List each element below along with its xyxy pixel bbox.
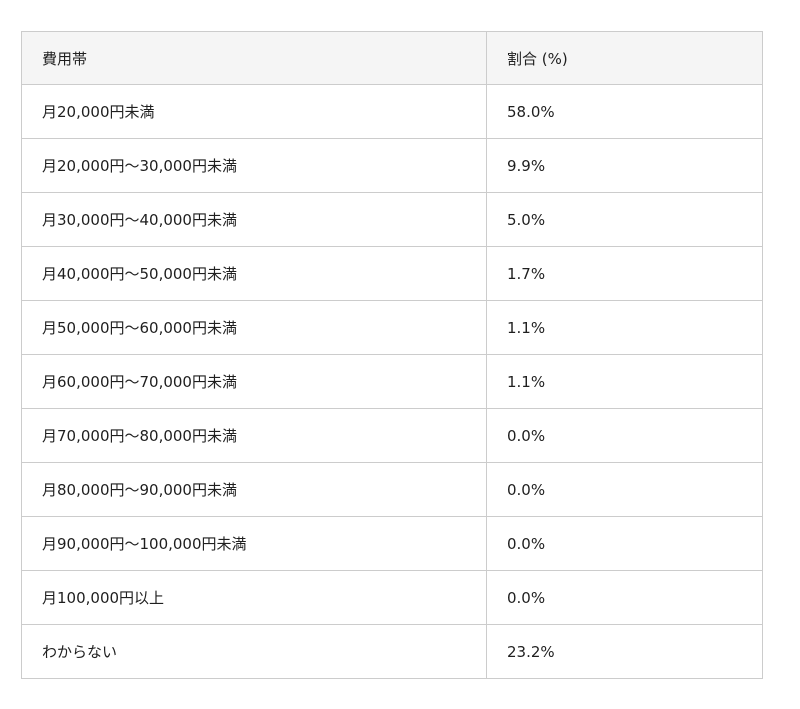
table-row: 月20,000円未満 58.0%: [21, 84, 763, 139]
cost-band-cell: 月60,000円〜70,000円未満: [21, 354, 487, 409]
percentage-cell: 0.0%: [486, 408, 763, 463]
cost-band-cell: 月80,000円〜90,000円未満: [21, 462, 487, 517]
table-row: 月100,000円以上 0.0%: [21, 570, 763, 625]
column-header-percentage: 割合 (%): [486, 31, 763, 85]
column-header-cost-band: 費用帯: [21, 31, 487, 85]
cost-share-table: 費用帯 割合 (%) 月20,000円未満 58.0% 月20,000円〜30,00…: [21, 31, 763, 679]
percentage-cell: 23.2%: [486, 624, 763, 679]
cost-share-table-container: 費用帯 割合 (%) 月20,000円未満 58.0% 月20,000円〜30,00…: [21, 31, 763, 679]
cost-band-cell: 月20,000円未満: [21, 84, 487, 139]
table-header-row: 費用帯 割合 (%): [21, 31, 763, 85]
table-row: 月60,000円〜70,000円未満 1.1%: [21, 354, 763, 409]
table-row: 月20,000円〜30,000円未満 9.9%: [21, 138, 763, 193]
percentage-cell: 1.7%: [486, 246, 763, 301]
cost-band-cell: わからない: [21, 624, 487, 679]
table-row: わからない 23.2%: [21, 624, 763, 679]
cost-band-cell: 月30,000円〜40,000円未満: [21, 192, 487, 247]
table-row: 月30,000円〜40,000円未満 5.0%: [21, 192, 763, 247]
cost-band-cell: 月100,000円以上: [21, 570, 487, 625]
cost-band-cell: 月20,000円〜30,000円未満: [21, 138, 487, 193]
table-row: 月70,000円〜80,000円未満 0.0%: [21, 408, 763, 463]
cost-band-cell: 月50,000円〜60,000円未満: [21, 300, 487, 355]
percentage-cell: 0.0%: [486, 516, 763, 571]
table-row: 月50,000円〜60,000円未満 1.1%: [21, 300, 763, 355]
percentage-cell: 9.9%: [486, 138, 763, 193]
percentage-cell: 0.0%: [486, 462, 763, 517]
percentage-cell: 58.0%: [486, 84, 763, 139]
table-row: 月40,000円〜50,000円未満 1.7%: [21, 246, 763, 301]
percentage-cell: 1.1%: [486, 300, 763, 355]
percentage-cell: 0.0%: [486, 570, 763, 625]
percentage-cell: 5.0%: [486, 192, 763, 247]
cost-band-cell: 月70,000円〜80,000円未満: [21, 408, 487, 463]
percentage-cell: 1.1%: [486, 354, 763, 409]
table-row: 月90,000円〜100,000円未満 0.0%: [21, 516, 763, 571]
cost-band-cell: 月40,000円〜50,000円未満: [21, 246, 487, 301]
cost-band-cell: 月90,000円〜100,000円未満: [21, 516, 487, 571]
table-row: 月80,000円〜90,000円未満 0.0%: [21, 462, 763, 517]
